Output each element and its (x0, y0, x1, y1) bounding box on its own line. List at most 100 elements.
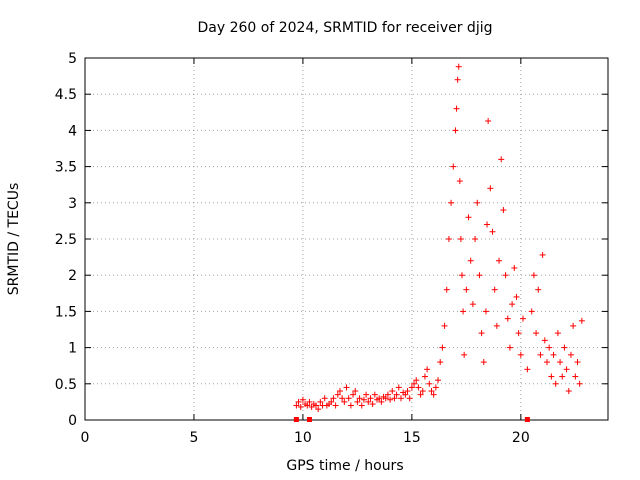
data-point (304, 402, 311, 409)
data-point (421, 373, 428, 380)
data-point (448, 199, 455, 206)
data-point (408, 384, 415, 391)
y-tick-label: 0 (68, 413, 77, 429)
data-point (530, 272, 537, 279)
data-point (496, 257, 503, 264)
data-point (472, 236, 479, 242)
data-point (461, 351, 468, 358)
data-point (559, 373, 566, 380)
data-point (452, 127, 459, 134)
data-point (539, 251, 546, 258)
grid-lines (85, 58, 608, 420)
data-point (511, 264, 518, 271)
data-point (395, 384, 402, 391)
y-tick-label: 5 (68, 51, 77, 67)
data-point (489, 228, 496, 235)
data-point (293, 402, 300, 409)
data-point (356, 395, 363, 402)
data-point (430, 391, 437, 398)
data-point (469, 301, 476, 308)
data-point (317, 398, 324, 405)
data-point (502, 272, 509, 279)
data-point (384, 391, 391, 398)
data-point (485, 117, 492, 124)
data-point (463, 286, 470, 293)
x-tick-label: 15 (403, 430, 421, 446)
data-point (312, 402, 319, 409)
x-axis-label: GPS time / hours (286, 458, 403, 474)
zero-marker (306, 417, 312, 422)
data-point (498, 156, 505, 163)
data-point (328, 398, 335, 405)
data-point (415, 384, 422, 391)
data-point (432, 384, 439, 391)
data-point (321, 395, 328, 402)
data-point (445, 236, 452, 242)
data-point (391, 395, 398, 402)
data-point (546, 344, 553, 351)
data-point (443, 286, 450, 293)
data-point (358, 402, 365, 409)
data-point (352, 388, 359, 395)
data-point (336, 388, 343, 395)
data-point (334, 391, 341, 398)
data-point (524, 366, 531, 373)
y-tick-label: 1.5 (55, 304, 77, 320)
data-points (293, 63, 585, 413)
x-tick-label: 5 (189, 430, 198, 446)
data-point (513, 293, 520, 300)
data-point (557, 359, 564, 366)
data-point (541, 337, 548, 344)
data-point (515, 330, 522, 337)
data-point (295, 398, 302, 405)
data-point (528, 308, 535, 315)
data-point (387, 396, 394, 403)
data-point (347, 402, 354, 409)
data-point (350, 391, 357, 398)
data-point (484, 221, 491, 228)
data-point (402, 391, 409, 398)
data-point (393, 391, 400, 398)
data-point (367, 395, 374, 402)
x-tick-label: 20 (512, 430, 530, 446)
data-point (576, 380, 583, 387)
data-point (450, 163, 457, 170)
data-point (339, 395, 346, 402)
data-point (487, 185, 494, 192)
y-tick-label: 0.5 (55, 377, 77, 393)
data-point (439, 344, 446, 351)
data-point (332, 402, 339, 409)
data-point (306, 398, 313, 405)
data-point (533, 330, 540, 337)
data-point (389, 388, 396, 395)
data-point (467, 257, 474, 264)
data-point (297, 403, 304, 410)
data-point (453, 105, 460, 112)
x-tick-label: 0 (81, 430, 90, 446)
data-point (441, 322, 448, 329)
data-point (376, 395, 383, 402)
data-point (378, 398, 385, 405)
data-point (428, 388, 435, 395)
data-point (345, 395, 352, 402)
data-point (406, 395, 413, 402)
data-point (360, 396, 367, 403)
data-point (417, 391, 424, 398)
data-point (457, 236, 464, 242)
data-point (419, 388, 426, 395)
data-point (404, 388, 411, 395)
zero-marker (524, 417, 530, 422)
data-point (435, 377, 442, 384)
data-point (424, 366, 431, 373)
data-point (572, 373, 579, 380)
y-tick-label: 2 (68, 268, 77, 284)
data-point (341, 398, 348, 405)
data-point (493, 322, 500, 329)
data-point (456, 178, 463, 185)
data-point (454, 76, 461, 83)
data-point (315, 406, 322, 413)
data-point (482, 308, 489, 315)
data-point (509, 301, 516, 308)
data-point (543, 359, 550, 366)
data-point (478, 330, 485, 337)
